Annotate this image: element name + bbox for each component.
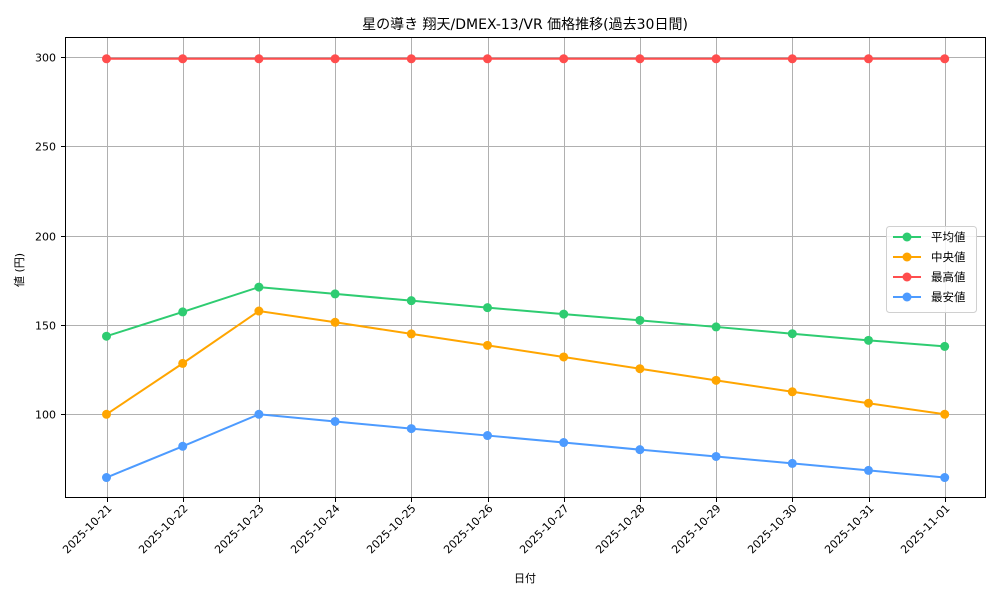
data-point — [330, 416, 340, 426]
data-series — [102, 54, 950, 483]
data-point — [406, 54, 416, 64]
y-tick-label: 200 — [35, 231, 56, 244]
y-tick-label: 300 — [35, 52, 56, 65]
plot-area-frame — [65, 37, 986, 498]
data-point — [178, 307, 188, 317]
data-point — [787, 329, 797, 339]
data-point — [330, 317, 340, 327]
data-point — [787, 387, 797, 397]
data-point — [330, 289, 340, 299]
data-point — [559, 438, 569, 448]
data-point — [864, 54, 873, 64]
x-tick-label: 2025-10-30 — [745, 502, 799, 556]
data-point — [635, 315, 645, 325]
x-tick-label: 2025-10-29 — [669, 502, 723, 556]
data-point — [178, 441, 188, 451]
data-point — [178, 358, 188, 368]
legend-label: 中央値 — [931, 250, 966, 264]
x-tick-label: 2025-10-21 — [60, 502, 114, 556]
data-point — [940, 341, 950, 351]
data-point — [635, 445, 645, 455]
x-tick-label: 2025-10-26 — [441, 502, 495, 556]
data-point — [483, 431, 492, 441]
x-tick-label: 2025-10-31 — [822, 502, 876, 556]
data-point — [711, 375, 721, 385]
y-tick-label: 100 — [35, 409, 56, 422]
data-point — [102, 473, 111, 483]
data-point — [483, 54, 492, 64]
series-line — [106, 286, 945, 348]
series-1 — [102, 306, 950, 419]
x-axis-label: 日付 — [514, 572, 536, 585]
data-point — [864, 398, 873, 408]
data-point — [635, 54, 645, 64]
data-point — [864, 465, 873, 475]
series-3 — [102, 409, 950, 483]
data-point — [254, 54, 264, 64]
series-2 — [102, 54, 950, 64]
data-point — [254, 409, 264, 419]
legend-label: 平均値 — [931, 230, 966, 244]
y-tick-label: 250 — [35, 141, 56, 154]
data-point — [178, 54, 188, 64]
legend-box — [886, 226, 977, 313]
legend-label: 最安値 — [931, 290, 966, 304]
data-point — [940, 54, 950, 64]
series-line — [105, 309, 945, 416]
grid-lines — [65, 37, 986, 498]
x-tick-label: 2025-10-28 — [593, 502, 647, 556]
data-point — [102, 409, 111, 419]
chart-title: 星の導き 翔天/DMEX-13/VR 価格推移(過去30日間) — [362, 17, 688, 33]
y-axis-label: 値 (円) — [13, 253, 26, 287]
data-point — [711, 451, 721, 461]
data-point — [330, 54, 340, 64]
data-point — [559, 352, 569, 362]
data-point — [102, 331, 111, 341]
data-point — [406, 296, 416, 306]
data-point — [635, 364, 645, 374]
data-point — [864, 335, 873, 345]
x-tick-label: 2025-10-22 — [136, 502, 190, 556]
data-point — [559, 54, 569, 64]
legend-marker — [902, 272, 912, 282]
data-point — [254, 282, 264, 292]
y-axis: 100 150 200 250 300 — [35, 52, 66, 422]
x-tick-label: 2025-11-01 — [898, 502, 952, 556]
data-point — [711, 322, 721, 332]
series-0 — [102, 282, 950, 351]
x-tick-label: 2025-10-23 — [212, 502, 266, 556]
legend-marker — [902, 232, 912, 242]
data-point — [483, 303, 492, 313]
x-tick-label: 2025-10-25 — [364, 502, 418, 556]
data-point — [406, 329, 416, 339]
data-point — [254, 306, 264, 316]
data-point — [406, 424, 416, 434]
legend-marker — [902, 252, 912, 262]
legend-label: 最高値 — [931, 270, 966, 284]
x-axis: 2025-10-21 2025-10-22 2025-10-23 2025-10-24… — [60, 497, 953, 556]
data-point — [711, 54, 721, 64]
data-point — [940, 409, 950, 419]
data-point — [483, 340, 492, 350]
legend-marker — [902, 292, 912, 302]
data-point — [102, 54, 111, 64]
x-tick-label: 2025-10-27 — [517, 502, 571, 556]
data-point — [787, 54, 797, 64]
y-tick-label: 150 — [35, 320, 56, 333]
data-point — [787, 458, 797, 468]
series-line — [106, 413, 945, 479]
x-tick-label: 2025-10-24 — [288, 502, 342, 556]
data-point — [940, 473, 950, 483]
data-point — [559, 309, 569, 319]
